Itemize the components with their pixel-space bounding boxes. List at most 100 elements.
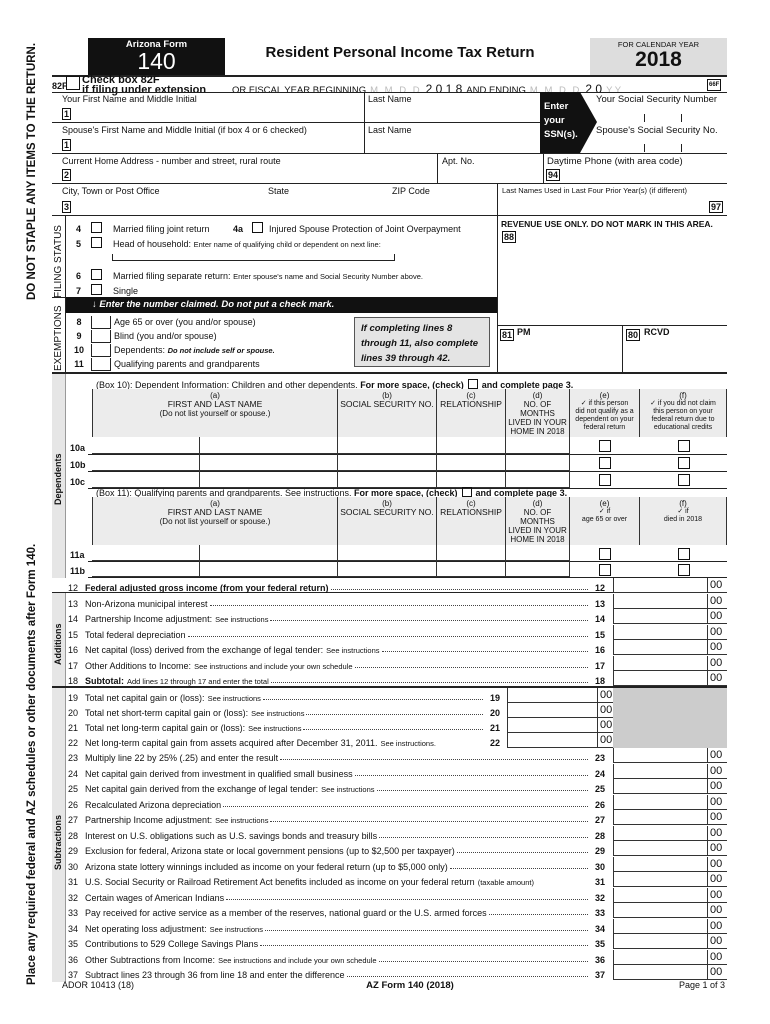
line-12-amount-input[interactable] <box>613 578 707 593</box>
line-34-amount-input[interactable] <box>613 918 707 934</box>
line-27-amount-input[interactable] <box>613 810 707 825</box>
dependent-last-name-input[interactable] <box>200 545 338 561</box>
line-32-amount-input[interactable] <box>613 887 707 903</box>
single-checkbox[interactable] <box>91 284 102 295</box>
exemption-count-input[interactable] <box>91 344 111 357</box>
state-input[interactable] <box>264 196 384 214</box>
dependent-last-name-input[interactable] <box>200 454 338 471</box>
dependent-relationship-input[interactable] <box>437 561 506 577</box>
line-31-amount-input[interactable] <box>613 872 707 887</box>
exemption-count-input[interactable] <box>91 316 111 329</box>
apt-input[interactable] <box>439 166 539 182</box>
dependent-months-input[interactable] <box>506 471 570 488</box>
dependent-last-name-input[interactable] <box>200 471 338 488</box>
fiscal-begin-mmdd[interactable]: M M D D <box>370 85 422 96</box>
dependent-ssn-input[interactable] <box>338 545 437 561</box>
more-space-checkbox[interactable] <box>467 379 478 389</box>
dependent-first-name-input[interactable] <box>92 545 200 561</box>
dependent-last-name-input[interactable] <box>200 561 338 577</box>
spouse-last-name-input[interactable] <box>366 134 538 152</box>
line-12: 12 Federal adjusted gross income (from yo… <box>68 578 605 593</box>
dependent-ssn-input[interactable] <box>338 437 437 454</box>
first-name-input[interactable] <box>76 103 362 121</box>
dependent-months-input[interactable] <box>506 454 570 471</box>
married-joint-checkbox[interactable] <box>91 222 102 233</box>
your-ssn-input[interactable] <box>598 106 725 121</box>
fiscal-begin-year[interactable]: 2 0 1 8 <box>425 82 463 96</box>
dependent-relationship-input[interactable] <box>437 437 506 454</box>
line-15-amount-input[interactable] <box>613 624 707 640</box>
line-35-amount-input[interactable] <box>613 934 707 949</box>
dependent-months-input[interactable] <box>506 561 570 577</box>
line-14-amount-input[interactable] <box>613 609 707 624</box>
fiscal-end-yy[interactable]: Y Y <box>606 85 622 96</box>
married-separate-checkbox[interactable] <box>91 269 102 280</box>
exemption-count-input[interactable] <box>91 330 111 343</box>
exemption-count-input[interactable] <box>91 358 111 371</box>
line-note: See instructions <box>248 724 302 733</box>
line-13-amount-input[interactable] <box>613 593 707 609</box>
column-f-checkbox[interactable] <box>677 440 690 452</box>
line-note: Add lines 12 through 17 and enter the to… <box>127 677 269 686</box>
column-e-checkbox[interactable] <box>599 564 611 576</box>
dependent-months-input[interactable] <box>506 437 570 454</box>
dependent-relationship-input[interactable] <box>437 471 506 488</box>
dependent-first-name-input[interactable] <box>92 454 200 471</box>
column-f-checkbox[interactable] <box>677 474 690 486</box>
dependent-last-name-input[interactable] <box>200 437 338 454</box>
line-17-amount-input[interactable] <box>613 655 707 671</box>
column-e-checkbox[interactable] <box>599 474 611 486</box>
injured-spouse-checkbox[interactable] <box>252 222 263 233</box>
line-20: 20 Total net short-term capital gain or (… <box>68 703 500 718</box>
line-33-amount-input[interactable] <box>613 903 707 918</box>
dependent-ssn-input[interactable] <box>338 561 437 577</box>
line-20-amount-input[interactable] <box>507 703 597 718</box>
dependent-ssn-input[interactable] <box>338 471 437 488</box>
line-16-amount-input[interactable] <box>613 640 707 655</box>
line-28-amount-input[interactable] <box>613 825 707 841</box>
dependent-ssn-input[interactable] <box>338 454 437 471</box>
phone-input[interactable] <box>562 166 724 182</box>
address-input[interactable] <box>76 166 434 182</box>
zip-input[interactable] <box>388 196 494 214</box>
line-18-amount-input[interactable] <box>613 671 707 686</box>
line-24-amount-input[interactable] <box>613 763 707 779</box>
dot-leader <box>379 836 588 838</box>
column-f-checkbox[interactable] <box>677 548 690 560</box>
column-f-checkbox[interactable] <box>677 564 690 576</box>
city-input[interactable] <box>76 196 262 214</box>
line-33: 33 Pay received for active service as a m… <box>68 903 605 918</box>
dependent-months-input[interactable] <box>506 545 570 561</box>
spouse-first-name-input[interactable] <box>76 134 362 152</box>
line-30-amount-input[interactable] <box>613 856 707 872</box>
dependent-relationship-input[interactable] <box>437 454 506 471</box>
line-number: 30 <box>68 861 79 872</box>
line-19-amount-input[interactable] <box>507 688 597 703</box>
column-f-checkbox[interactable] <box>677 457 690 469</box>
column-e-checkbox[interactable] <box>599 440 611 452</box>
dependent-first-name-input[interactable] <box>92 437 200 454</box>
qualifying-child-input[interactable] <box>112 254 395 261</box>
extension-checkbox[interactable] <box>66 76 80 90</box>
dependent-first-name-input[interactable] <box>92 561 200 577</box>
spouse-ssn-input[interactable] <box>598 137 725 152</box>
line-26-amount-input[interactable] <box>613 794 707 810</box>
fiscal-end-mmdd[interactable]: M M D D <box>529 85 582 96</box>
line-36-amount-input[interactable] <box>613 949 707 965</box>
head-of-household-checkbox[interactable] <box>91 237 102 248</box>
column-e-checkbox[interactable] <box>599 548 611 560</box>
line-21-amount-input[interactable] <box>507 718 597 733</box>
line-23-amount-input[interactable] <box>613 748 707 763</box>
more-space-checkbox[interactable] <box>461 487 472 497</box>
dependent-first-name-input[interactable] <box>92 471 200 488</box>
line-22-amount-input[interactable] <box>507 733 597 748</box>
line-27: 27 Partnership Income adjustment: See inst… <box>68 810 605 825</box>
line-37-amount-input[interactable] <box>613 965 707 980</box>
dependent-relationship-input[interactable] <box>437 545 506 561</box>
form-number-block: Arizona Form 140 <box>88 38 225 75</box>
prior-names-input[interactable] <box>500 196 706 214</box>
column-e-checkbox[interactable] <box>599 457 611 469</box>
line-29-amount-input[interactable] <box>613 841 707 856</box>
line-25-amount-input[interactable] <box>613 779 707 794</box>
last-name-input[interactable] <box>366 103 538 121</box>
